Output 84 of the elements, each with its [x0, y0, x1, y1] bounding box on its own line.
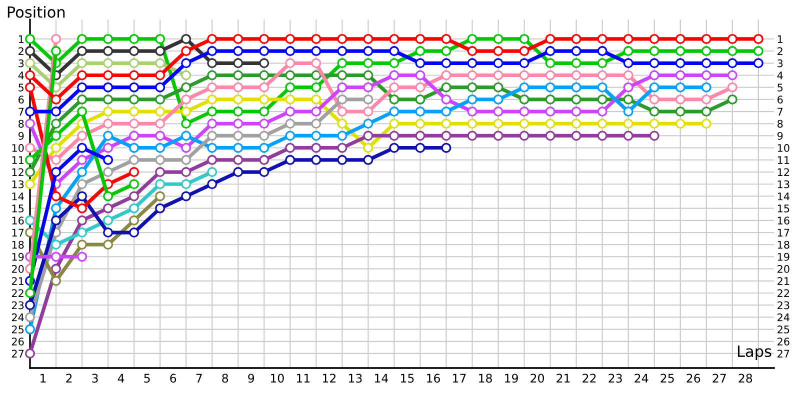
x-tick-label: 14 — [374, 374, 388, 383]
y2-tick-label: 17 — [778, 228, 790, 236]
x-tick-label: 23 — [608, 374, 622, 383]
y2-tick-label: 14 — [778, 192, 790, 200]
x-tick-label: 9 — [248, 374, 254, 383]
x-tick-label: 20 — [530, 374, 544, 383]
x-tick-label: 24 — [634, 374, 648, 383]
x-tick-label: 5 — [144, 374, 150, 383]
y-tick-label: 21 — [12, 277, 24, 285]
y2-tick-label: 12 — [778, 168, 789, 176]
x-tick-label: 26 — [686, 374, 700, 383]
x-tick-label: 13 — [348, 374, 362, 383]
y-tick-label: 1 — [18, 35, 24, 43]
x-tick-label: 6 — [170, 374, 176, 383]
y-tick-label: 26 — [12, 338, 24, 346]
x-tick-label: 17 — [453, 374, 466, 383]
y2-tick-label: 4 — [777, 72, 783, 80]
y-tick-label: 6 — [18, 96, 24, 104]
x-tick-label: 22 — [582, 374, 596, 383]
y-tick-label: 27 — [12, 350, 24, 358]
x-tick-label: 1 — [40, 374, 46, 383]
y-tick-label: 5 — [18, 84, 24, 92]
y-tick-label: 18 — [12, 240, 24, 249]
x-tick-label: 8 — [222, 374, 228, 383]
y2-tick-label: 15 — [778, 204, 790, 212]
y2-tick-label: 27 — [778, 350, 790, 358]
y-tick-label: 7 — [18, 108, 24, 116]
x-tick-label: 15 — [400, 374, 414, 383]
x-axis-title: Laps — [738, 346, 772, 360]
y-tick-label: 16 — [12, 216, 24, 225]
y2-tick-label: 8 — [777, 120, 783, 128]
x-tick-label: 4 — [118, 374, 124, 383]
y2-tick-label: 19 — [778, 252, 790, 261]
y2-tick-label: 1 — [778, 35, 782, 43]
y2-tick-label: 22 — [778, 289, 789, 297]
y2-tick-label: 9 — [777, 132, 783, 140]
y2-tick-label: 25 — [778, 326, 790, 334]
y-tick-label: 22 — [12, 289, 24, 297]
y2-tick-label: 16 — [778, 216, 790, 225]
x-tick-label: 2 — [66, 374, 72, 383]
x-tick-label: 16 — [427, 374, 440, 383]
y-axis-title: Position — [8, 6, 65, 18]
y-tick-label: 23 — [12, 301, 24, 310]
y-tick-label: 12 — [12, 168, 24, 176]
y2-tick-label: 5 — [778, 84, 782, 92]
y-tick-label: 19 — [12, 252, 24, 261]
y2-tick-label: 24 — [778, 313, 790, 322]
y2-tick-label: 11 — [778, 156, 790, 164]
y-tick-label: 2 — [18, 47, 24, 56]
y-tick-label: 11 — [12, 156, 24, 164]
y2-tick-label: 10 — [778, 144, 790, 152]
y-tick-label: 25 — [12, 326, 24, 334]
y-tick-label: 20 — [12, 265, 24, 273]
y-tick-label: 3 — [18, 59, 24, 68]
y2-tick-label: 18 — [778, 240, 790, 249]
x-tick-label: 28 — [738, 374, 752, 383]
y2-tick-label: 21 — [778, 277, 790, 285]
x-tick-label: 12 — [322, 374, 336, 383]
x-tick-label: 27 — [712, 374, 726, 383]
y2-tick-label: 26 — [778, 338, 790, 346]
y-tick-label: 9 — [18, 132, 24, 140]
y-tick-label: 13 — [12, 180, 24, 188]
x-tick-label: 10 — [270, 374, 284, 383]
y2-tick-label: 23 — [778, 301, 790, 310]
y-tick-label: 8 — [18, 120, 24, 128]
x-tick-label: 18 — [479, 374, 492, 383]
y-tick-label: 17 — [12, 228, 24, 236]
y2-tick-label: 3 — [778, 59, 783, 68]
y2-tick-label: 13 — [778, 180, 790, 188]
x-tick-label: 19 — [505, 374, 518, 383]
y2-tick-label: 20 — [778, 265, 790, 273]
x-tick-label: 25 — [660, 374, 674, 383]
y-tick-label: 10 — [12, 144, 24, 152]
y-tick-label: 4 — [18, 72, 24, 80]
y2-tick-label: 6 — [778, 96, 783, 104]
y-tick-label: 24 — [12, 313, 24, 322]
x-tick-label: 3 — [92, 374, 98, 383]
x-tick-label: 7 — [196, 374, 202, 383]
x-tick-label: 21 — [556, 374, 570, 383]
y-tick-label: 14 — [12, 192, 24, 200]
y-tick-label: 15 — [12, 204, 24, 212]
y2-tick-label: 7 — [778, 108, 783, 116]
y2-tick-label: 2 — [778, 47, 782, 56]
x-tick-label: 11 — [296, 374, 310, 383]
